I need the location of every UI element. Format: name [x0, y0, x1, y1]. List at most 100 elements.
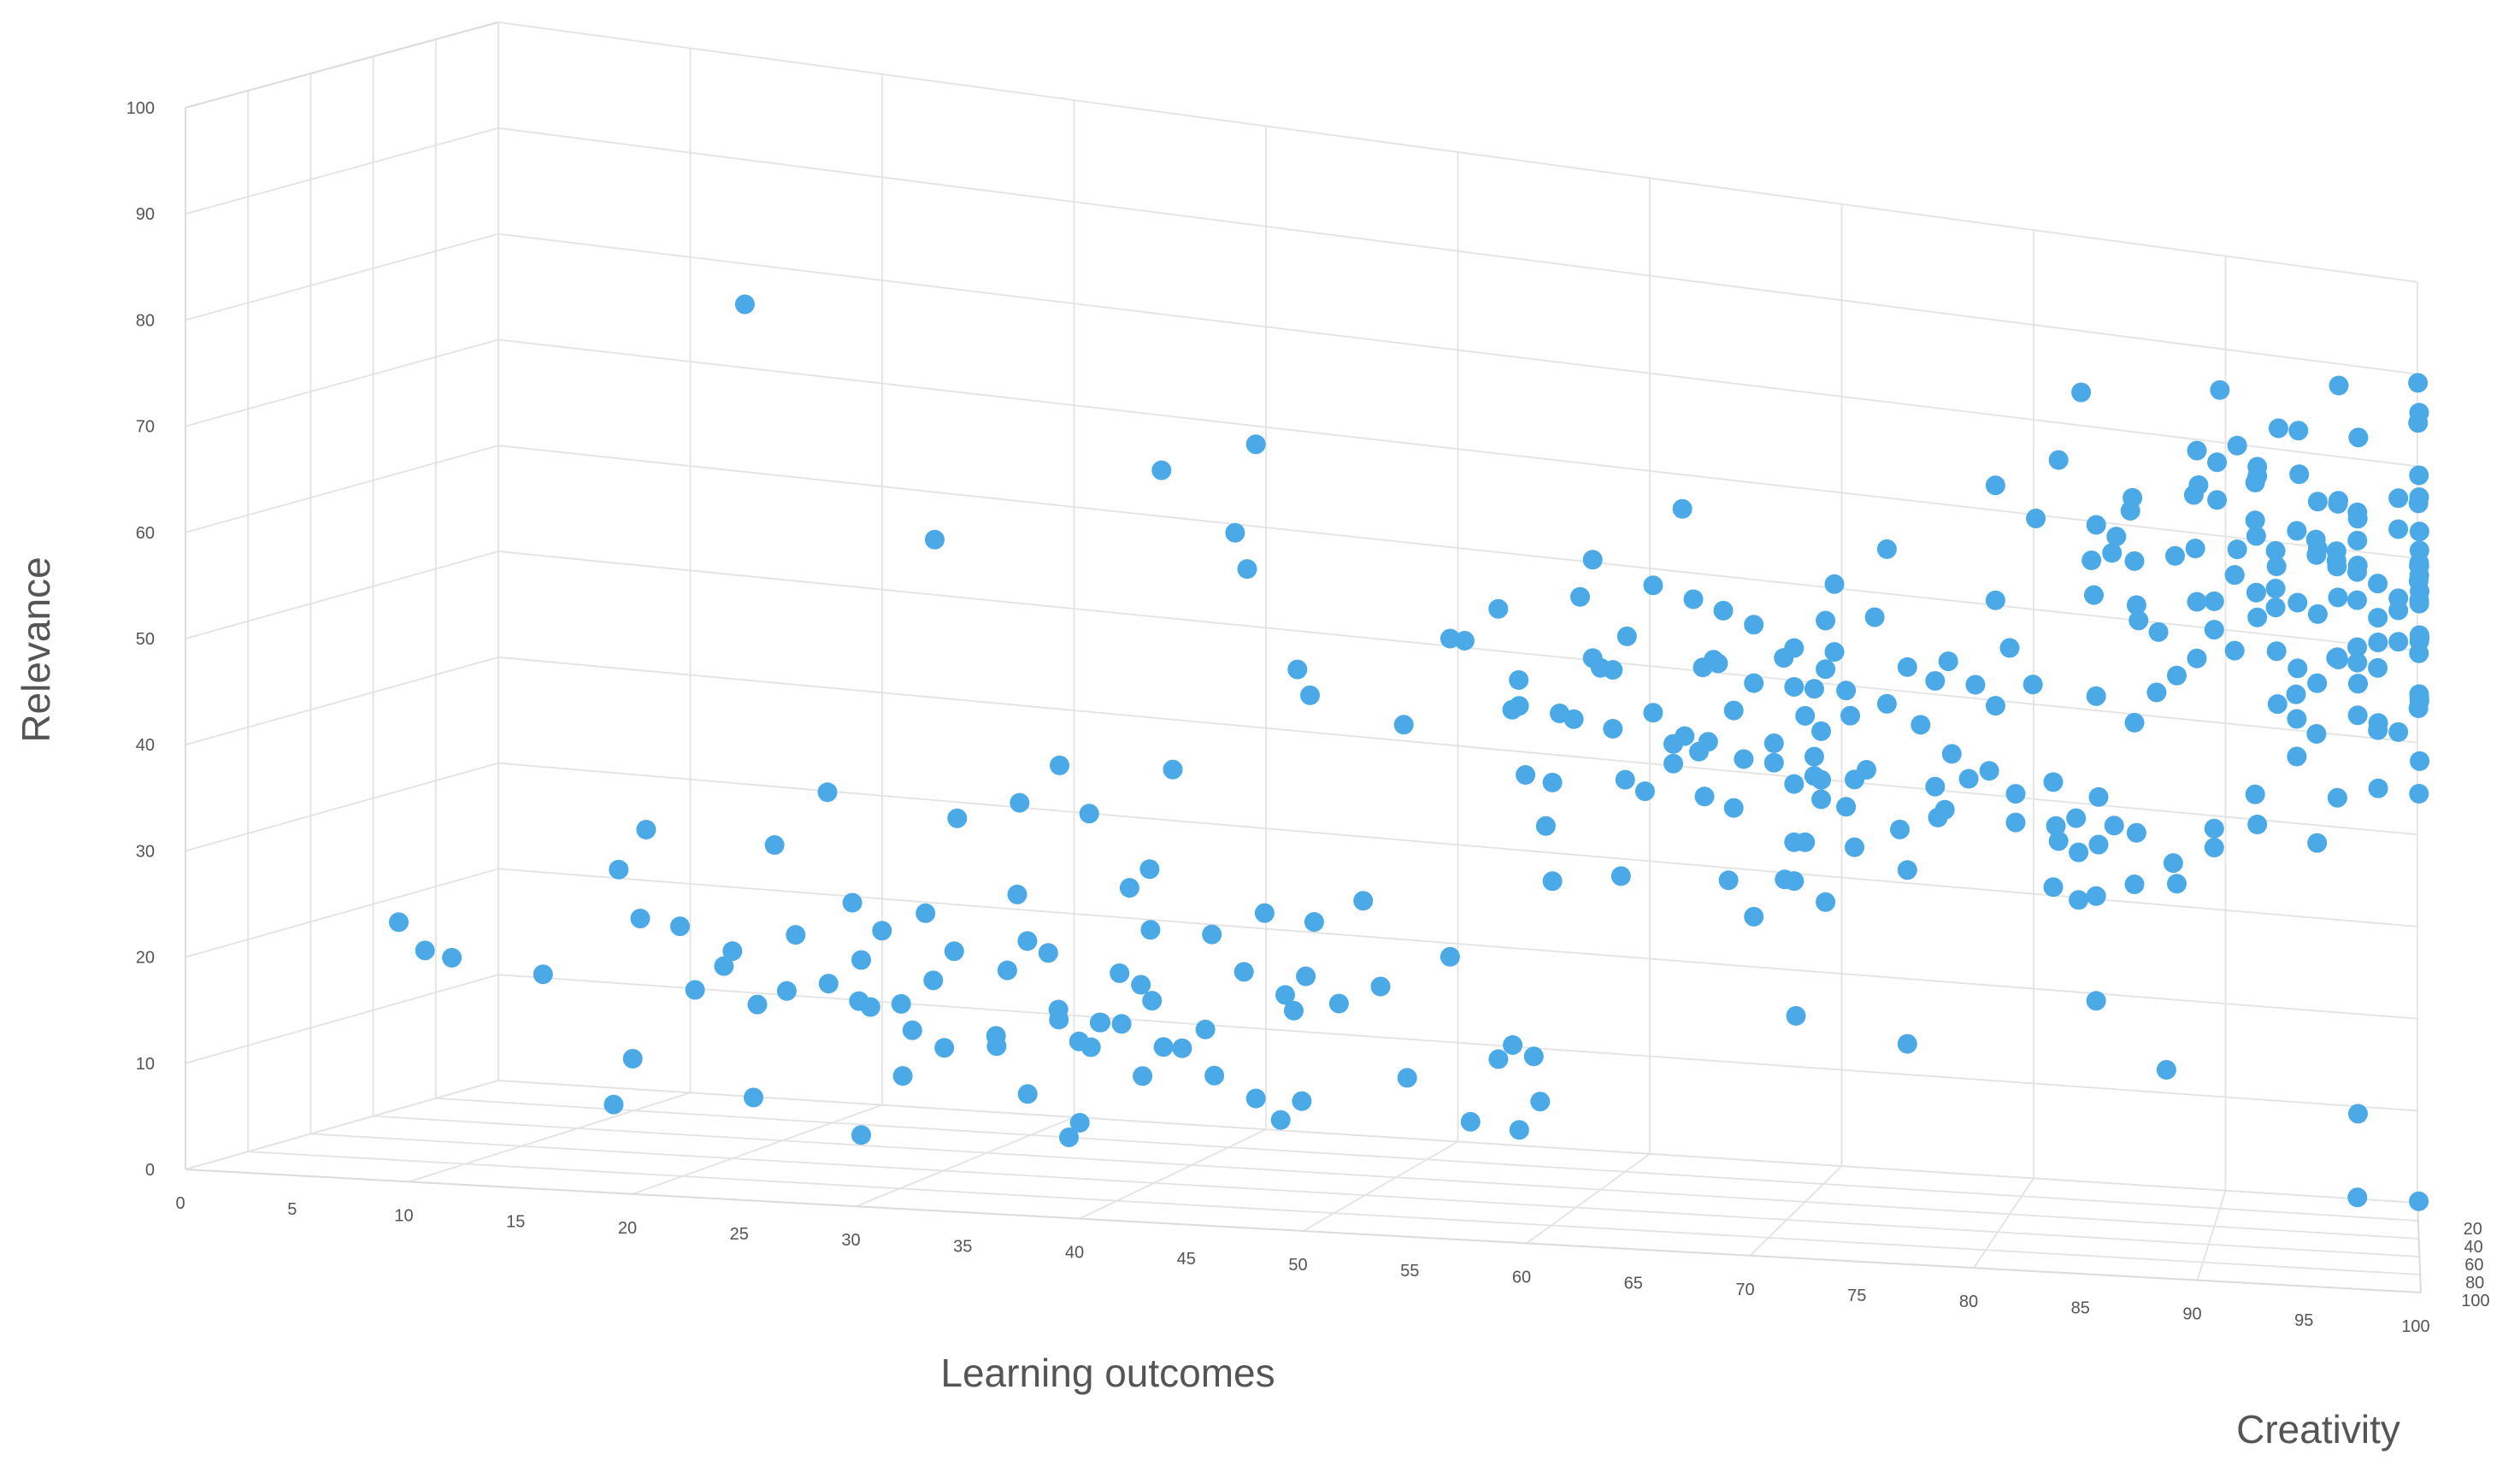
data-point[interactable] — [1643, 703, 1663, 723]
data-point[interactable] — [2368, 778, 2388, 798]
data-point[interactable] — [1163, 759, 1183, 780]
data-point[interactable] — [1516, 765, 1536, 785]
data-point[interactable] — [1985, 590, 2005, 610]
data-point[interactable] — [1304, 912, 1324, 932]
data-point[interactable] — [1713, 600, 1734, 621]
data-point[interactable] — [442, 947, 462, 968]
data-point[interactable] — [1079, 804, 1099, 824]
data-point[interactable] — [1542, 871, 1563, 892]
data-point[interactable] — [1570, 586, 1590, 607]
data-point[interactable] — [1890, 819, 1910, 839]
data-point[interactable] — [1704, 650, 1724, 670]
data-point[interactable] — [1017, 931, 1038, 951]
data-point[interactable] — [1689, 741, 1709, 762]
data-point[interactable] — [2347, 705, 2368, 726]
data-point[interactable] — [2124, 551, 2145, 571]
data-point[interactable] — [1153, 1037, 1174, 1057]
data-point[interactable] — [2347, 530, 2368, 551]
data-point[interactable] — [1634, 781, 1655, 802]
data-point[interactable] — [2327, 787, 2347, 808]
data-point[interactable] — [2247, 466, 2268, 486]
data-point[interactable] — [2005, 784, 2026, 804]
data-point[interactable] — [1202, 924, 1222, 945]
data-point[interactable] — [2289, 464, 2310, 485]
data-point[interactable] — [2165, 545, 2185, 566]
data-point[interactable] — [1275, 985, 1295, 1005]
data-point[interactable] — [2287, 658, 2308, 679]
data-point[interactable] — [1550, 704, 1569, 723]
data-point[interactable] — [872, 921, 892, 941]
data-point[interactable] — [2409, 521, 2429, 542]
data-point[interactable] — [1353, 891, 1374, 911]
data-point[interactable] — [1509, 696, 1529, 716]
data-point[interactable] — [2347, 652, 2368, 673]
data-point[interactable] — [2307, 492, 2328, 512]
data-point[interactable] — [1610, 866, 1631, 886]
data-point[interactable] — [1460, 1111, 1481, 1132]
data-point[interactable] — [1509, 1120, 1529, 1140]
data-point[interactable] — [714, 956, 734, 976]
data-point[interactable] — [934, 1038, 955, 1058]
data-point[interactable] — [2348, 427, 2369, 448]
data-point[interactable] — [1440, 628, 1460, 649]
data-point[interactable] — [1237, 559, 1257, 580]
data-point[interactable] — [2388, 600, 2409, 621]
data-point[interactable] — [1723, 700, 1744, 721]
data-point[interactable] — [1718, 870, 1739, 891]
data-point[interactable] — [2088, 786, 2109, 807]
data-point[interactable] — [1763, 752, 1784, 773]
data-point[interactable] — [2204, 591, 2224, 611]
data-point[interactable] — [1245, 1088, 1266, 1109]
data-point[interactable] — [1284, 1000, 1304, 1021]
data-point[interactable] — [747, 994, 768, 1015]
data-point[interactable] — [1038, 943, 1058, 963]
data-point[interactable] — [1774, 648, 1794, 668]
data-point[interactable] — [2287, 746, 2307, 767]
data-point[interactable] — [2126, 595, 2146, 615]
data-point[interactable] — [2227, 435, 2247, 456]
data-point[interactable] — [1582, 648, 1603, 668]
data-point[interactable] — [2005, 812, 2026, 833]
data-point[interactable] — [947, 808, 968, 828]
data-point[interactable] — [1603, 660, 1623, 680]
data-point[interactable] — [986, 1036, 1007, 1057]
data-point[interactable] — [1958, 768, 1979, 789]
data-point[interactable] — [1010, 792, 1030, 813]
data-point[interactable] — [2409, 556, 2429, 576]
data-point[interactable] — [1059, 1128, 1079, 1147]
data-point[interactable] — [2207, 490, 2228, 510]
data-point[interactable] — [1784, 832, 1805, 852]
data-point[interactable] — [2124, 874, 2145, 894]
data-point[interactable] — [2148, 621, 2169, 642]
data-point[interactable] — [2409, 684, 2429, 704]
data-point[interactable] — [1119, 878, 1139, 898]
data-point[interactable] — [2287, 521, 2307, 541]
data-point[interactable] — [2048, 831, 2069, 851]
data-point[interactable] — [1300, 685, 1320, 705]
data-point[interactable] — [1845, 837, 1864, 857]
data-point[interactable] — [2069, 890, 2089, 910]
data-point[interactable] — [1795, 705, 1816, 726]
data-point[interactable] — [842, 892, 863, 913]
data-point[interactable] — [2043, 772, 2064, 792]
data-point[interactable] — [2163, 853, 2183, 874]
data-point[interactable] — [2086, 991, 2106, 1011]
data-point[interactable] — [1615, 769, 1635, 790]
data-point[interactable] — [2409, 784, 2429, 804]
data-point[interactable] — [817, 782, 838, 803]
data-point[interactable] — [1234, 962, 1254, 982]
data-point[interactable] — [636, 820, 656, 839]
data-point[interactable] — [2102, 543, 2123, 563]
data-point[interactable] — [2247, 607, 2268, 627]
data-point[interactable] — [604, 1094, 624, 1115]
data-point[interactable] — [2187, 648, 2207, 668]
data-point[interactable] — [1965, 674, 1986, 695]
data-point[interactable] — [2327, 556, 2347, 577]
data-point[interactable] — [1151, 460, 1172, 480]
data-point[interactable] — [2266, 556, 2287, 576]
data-point[interactable] — [1911, 715, 1931, 735]
data-point[interactable] — [1663, 753, 1683, 774]
data-point[interactable] — [1454, 631, 1475, 651]
data-point[interactable] — [1876, 693, 1897, 714]
data-point[interactable] — [1938, 651, 1958, 672]
